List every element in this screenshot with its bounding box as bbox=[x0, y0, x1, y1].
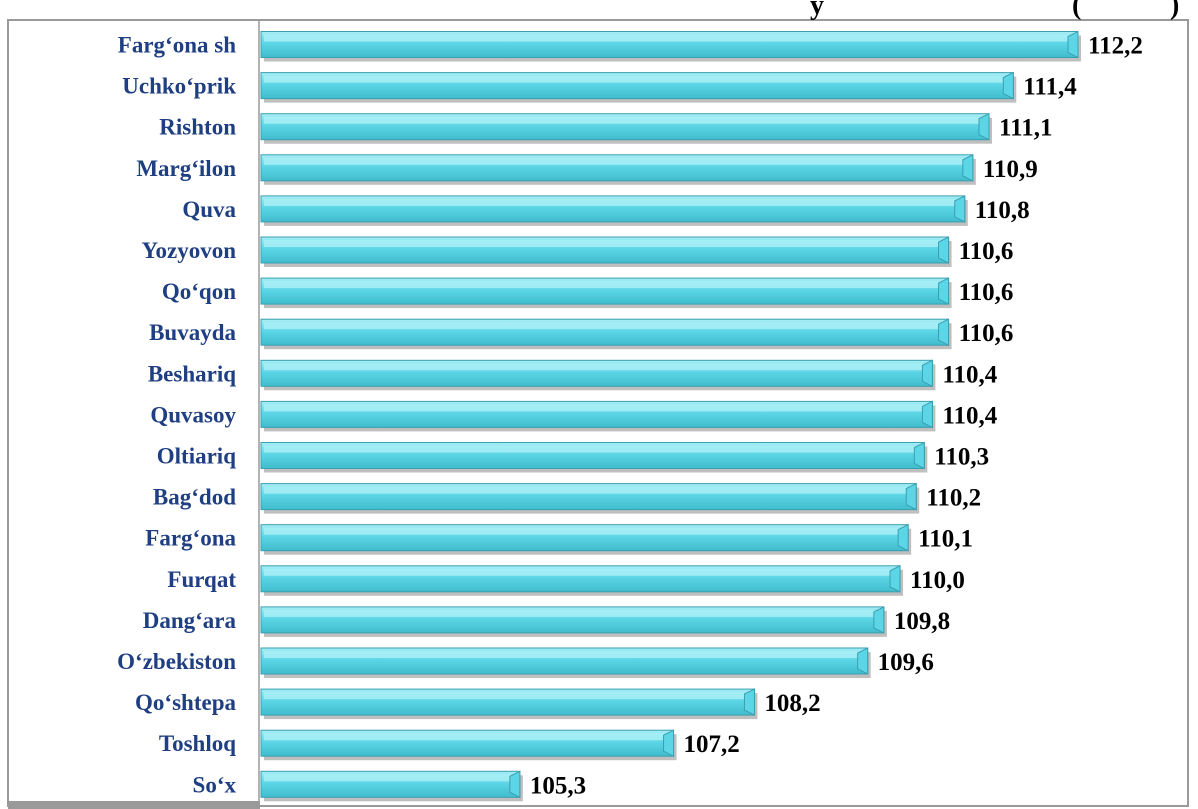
bar-bevel bbox=[938, 318, 950, 347]
value-label: 111,1 bbox=[999, 115, 1053, 142]
bar-highlight bbox=[264, 240, 940, 247]
bar-highlight bbox=[264, 486, 908, 494]
chart-title-fragment-1: y bbox=[810, 0, 824, 21]
bar-highlight bbox=[264, 692, 746, 700]
value-label: 110,4 bbox=[942, 402, 997, 429]
bar-bevel bbox=[889, 564, 901, 593]
category-label: Toshloq bbox=[159, 731, 236, 756]
bar-highlight bbox=[264, 568, 892, 576]
category-label: Qo‘shtepa bbox=[135, 690, 236, 715]
bar-bevel bbox=[921, 400, 933, 429]
bar-bevel bbox=[954, 195, 966, 223]
bar-bevel bbox=[663, 729, 675, 758]
bar-bevel bbox=[978, 112, 990, 141]
category-label: Furqat bbox=[167, 567, 236, 592]
chart-title-fragment-3: ) bbox=[1170, 0, 1179, 21]
bar-bevel bbox=[857, 647, 869, 675]
bar-highlight bbox=[264, 34, 1069, 42]
bars-group: Farg‘ona sh 112,2 Uchko‘prik 111,4 Rishton 11… bbox=[117, 30, 1143, 802]
value-label: 110,4 bbox=[942, 361, 997, 388]
bar-highlight bbox=[264, 733, 665, 741]
bar-highlight bbox=[264, 404, 924, 412]
value-label: 110,1 bbox=[918, 526, 973, 553]
value-label: 112,2 bbox=[1088, 33, 1143, 60]
category-label: Beshariq bbox=[148, 361, 236, 386]
bar-bevel bbox=[509, 770, 521, 799]
bar-bevel bbox=[938, 277, 950, 305]
category-label: Bag‘dod bbox=[153, 485, 236, 510]
category-label: Uchko‘prik bbox=[122, 74, 236, 99]
category-label: Buvayda bbox=[149, 320, 236, 345]
bar-highlight bbox=[264, 609, 875, 617]
value-label: 110,0 bbox=[910, 567, 965, 594]
value-label: 111,4 bbox=[1023, 74, 1077, 101]
bar-bevel bbox=[938, 236, 950, 264]
category-label: Dang‘ara bbox=[143, 608, 237, 633]
bar-highlight bbox=[264, 75, 1005, 83]
bar-highlight bbox=[264, 157, 964, 165]
category-label: Marg‘ilon bbox=[136, 156, 236, 181]
bar-highlight bbox=[264, 198, 956, 206]
value-label: 110,8 bbox=[975, 197, 1030, 224]
value-label: 110,3 bbox=[934, 444, 989, 471]
chart-title-fragment-2: ( bbox=[1072, 0, 1081, 21]
value-label: 110,9 bbox=[983, 156, 1038, 183]
bar-bevel bbox=[897, 523, 909, 552]
bar-bevel bbox=[913, 441, 925, 470]
value-label: 110,2 bbox=[926, 485, 981, 512]
bar-highlight bbox=[264, 774, 511, 782]
category-label: O‘zbekiston bbox=[117, 649, 236, 674]
value-label: 110,6 bbox=[959, 320, 1014, 347]
bar-bevel bbox=[921, 359, 933, 388]
value-label: 105,3 bbox=[530, 772, 586, 799]
bar-highlight bbox=[264, 363, 924, 371]
category-label: Qo‘qon bbox=[162, 279, 236, 304]
value-label: 110,6 bbox=[959, 279, 1014, 306]
category-label: Farg‘ona bbox=[145, 526, 236, 551]
value-label: 109,6 bbox=[878, 649, 934, 676]
bar-bevel bbox=[743, 688, 755, 716]
bar-bevel bbox=[1067, 30, 1079, 59]
bar-bevel bbox=[1002, 71, 1014, 100]
bar-highlight bbox=[264, 322, 940, 330]
bar-bevel bbox=[873, 606, 885, 634]
value-label: 107,2 bbox=[684, 731, 740, 758]
category-label: Rishton bbox=[159, 115, 236, 140]
bar-highlight bbox=[264, 281, 940, 289]
bar-bevel bbox=[905, 482, 917, 511]
value-label: 108,2 bbox=[764, 690, 820, 717]
bar-highlight bbox=[264, 116, 981, 124]
bar-bevel bbox=[962, 153, 974, 182]
category-label: Quva bbox=[182, 197, 236, 222]
category-label: Quvasoy bbox=[150, 402, 236, 427]
value-label: 110,6 bbox=[959, 238, 1014, 265]
category-label: So‘x bbox=[193, 772, 237, 797]
bar-highlight bbox=[264, 527, 900, 535]
bar-highlight bbox=[264, 445, 916, 453]
category-label: Yozyovon bbox=[141, 238, 236, 263]
bar-highlight bbox=[264, 651, 859, 658]
category-label: Oltiariq bbox=[157, 444, 236, 469]
value-label: 109,8 bbox=[894, 608, 950, 635]
category-label: Farg‘ona sh bbox=[118, 33, 236, 58]
frame-shadow-bottom bbox=[8, 801, 260, 809]
